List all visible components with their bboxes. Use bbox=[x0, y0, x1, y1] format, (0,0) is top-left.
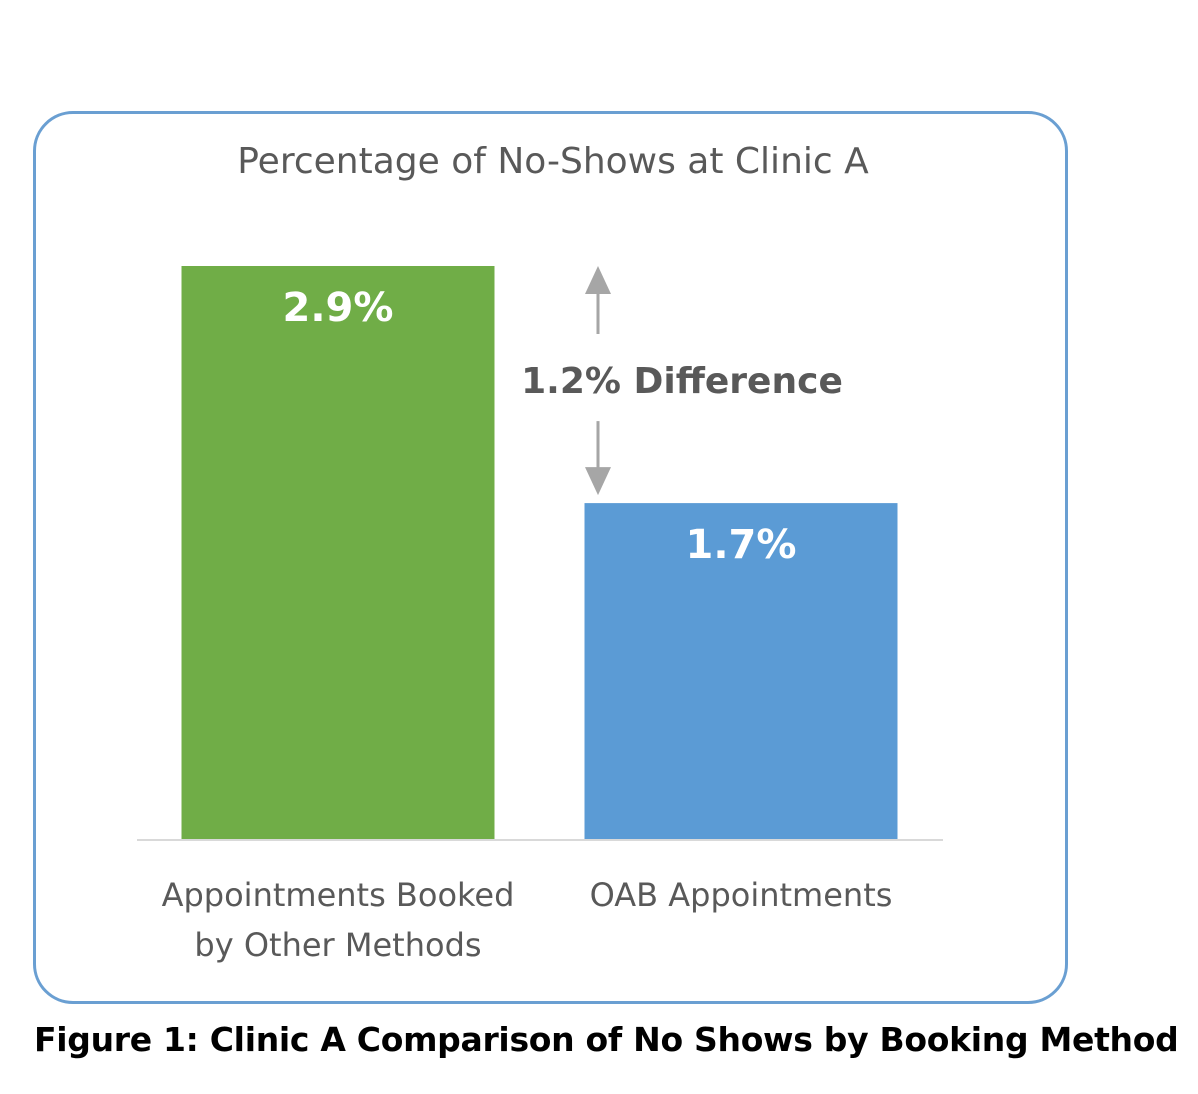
category-label-1-line-2: by Other Methods bbox=[194, 926, 481, 964]
bar-data-label-2: 1.7% bbox=[686, 522, 797, 568]
bars-layer: 2.9% 1.7% bbox=[181, 266, 898, 839]
chart-title: Percentage of No-Shows at Clinic A bbox=[237, 141, 869, 182]
bar-1 bbox=[181, 266, 495, 839]
category-labels: Appointments Booked by Other Methods OAB A… bbox=[162, 876, 893, 964]
category-label-2-line-1: OAB Appointments bbox=[590, 876, 893, 914]
difference-annotation: 1.2% Difference bbox=[521, 266, 843, 496]
bar-chart: Percentage of No-Shows at Clinic A 2.9% 1… bbox=[137, 141, 943, 964]
down-arrow-head bbox=[585, 467, 611, 496]
up-arrow-head bbox=[585, 266, 611, 294]
difference-label: 1.2% Difference bbox=[521, 361, 843, 402]
category-label-1-line-1: Appointments Booked bbox=[162, 876, 515, 914]
bar-2 bbox=[584, 503, 898, 839]
bar-data-label-1: 2.9% bbox=[283, 285, 394, 331]
figure-caption: Figure 1: Clinic A Comparison of No Show… bbox=[34, 1020, 1179, 1059]
